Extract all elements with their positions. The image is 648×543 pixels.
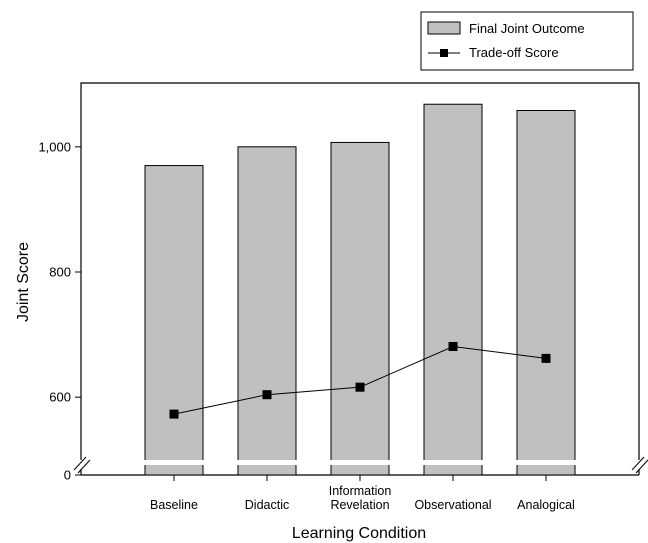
- y-tick-label-0: 0: [64, 468, 71, 483]
- break-band: [121, 460, 599, 465]
- legend: Final Joint Outcome Trade-off Score: [420, 11, 634, 71]
- x-category-label-0: Baseline: [150, 498, 198, 512]
- trade-off-point-3: [448, 341, 458, 351]
- trade-off-point-2: [355, 382, 365, 392]
- bar-4: [516, 109, 576, 476]
- trade-off-line-layer: [169, 341, 551, 419]
- x-category-label-2-line-0: Information: [329, 484, 392, 498]
- x-axis-title: Learning Condition: [292, 525, 426, 542]
- trade-off-point-0: [169, 409, 179, 419]
- plot-border: [80, 82, 640, 475]
- y-axis: 0 600 800 1,000: [38, 139, 81, 483]
- break-slash-left-b: [77, 459, 91, 474]
- trade-off-point-1: [262, 390, 272, 400]
- legend-label-final-joint-outcome: Final Joint Outcome: [469, 21, 585, 36]
- break-slash-left-a: [73, 456, 87, 471]
- legend-label-trade-off-score: Trade-off Score: [469, 45, 559, 60]
- bars-layer: [144, 103, 576, 476]
- bar-0: [144, 165, 204, 476]
- legend-swatch-bar: [427, 21, 461, 35]
- x-category-label-2-line-1: Revelation: [330, 498, 389, 512]
- y-tick-label-600: 600: [49, 390, 71, 405]
- bar-1: [237, 146, 297, 476]
- break-slash-right-a: [631, 456, 645, 471]
- break-gap-right: [631, 460, 647, 469]
- bar-2: [330, 141, 390, 476]
- legend-swatch-marker: [440, 49, 448, 57]
- y-tick-label-800: 800: [49, 265, 71, 280]
- break-slash-right-b: [635, 459, 648, 474]
- x-category-label-4: Analogical: [517, 498, 575, 512]
- break-gap-left: [73, 460, 89, 469]
- axis-break: [73, 456, 648, 474]
- y-axis-title: Joint Score: [15, 242, 32, 322]
- x-category-label-1: Didactic: [245, 498, 289, 512]
- y-tick-label-1000: 1,000: [38, 139, 71, 154]
- x-category-label-3: Observational: [414, 498, 491, 512]
- bar-3: [423, 103, 483, 476]
- trade-off-point-4: [541, 353, 551, 363]
